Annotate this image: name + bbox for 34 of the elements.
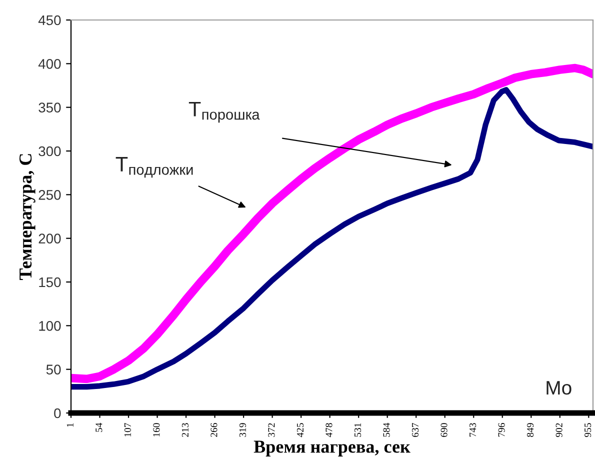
y-tick-label: 250 [38, 190, 61, 200]
x-tick-label: 319 [239, 423, 246, 437]
x-tick-label: 690 [440, 423, 448, 437]
x-tick-label: 743 [470, 423, 476, 437]
annotation: T$_{подложки}$ [116, 157, 193, 178]
x-tick-label: 531 [354, 423, 362, 437]
x-tick-label: 1 [66, 423, 74, 427]
y-tick-label: 350 [38, 102, 61, 113]
x-tick-label: 955 [584, 423, 592, 437]
x-tick-label: 637 [412, 423, 419, 437]
y-tick-label: 400 [38, 59, 61, 69]
x-tick-label: 372 [268, 423, 275, 437]
y-tick-label: 200 [38, 234, 61, 244]
x-tick-label: 796 [498, 423, 505, 437]
x-tick-label: 584 [383, 422, 390, 437]
x-tick-label: 213 [182, 423, 188, 437]
y-tick-label: 150 [39, 277, 61, 288]
x-tick-label: 54 [96, 422, 102, 432]
y-tick-label: 50 [46, 364, 61, 375]
x-tick-label: 478 [326, 423, 332, 438]
y-tick-label: 100 [39, 321, 61, 331]
x-axis-title: Время нагрева, сек [254, 440, 410, 456]
y-tick-label: 0 [54, 408, 61, 418]
x-tick-label: 266 [210, 423, 218, 437]
x-tick-label: 425 [296, 423, 304, 438]
annotation: T$_{порошка}$ [188, 102, 260, 123]
y-axis-title: Температура, С [19, 154, 36, 280]
annotation: Mo [546, 381, 572, 395]
x-tick-label: 107 [124, 423, 131, 436]
x-tick-label: 849 [527, 423, 534, 437]
y-tick-label: 450 [38, 15, 61, 26]
x-tick-label: 902 [556, 423, 562, 437]
y-tick-label: 300 [38, 146, 61, 156]
x-tick-label: 160 [153, 423, 160, 436]
